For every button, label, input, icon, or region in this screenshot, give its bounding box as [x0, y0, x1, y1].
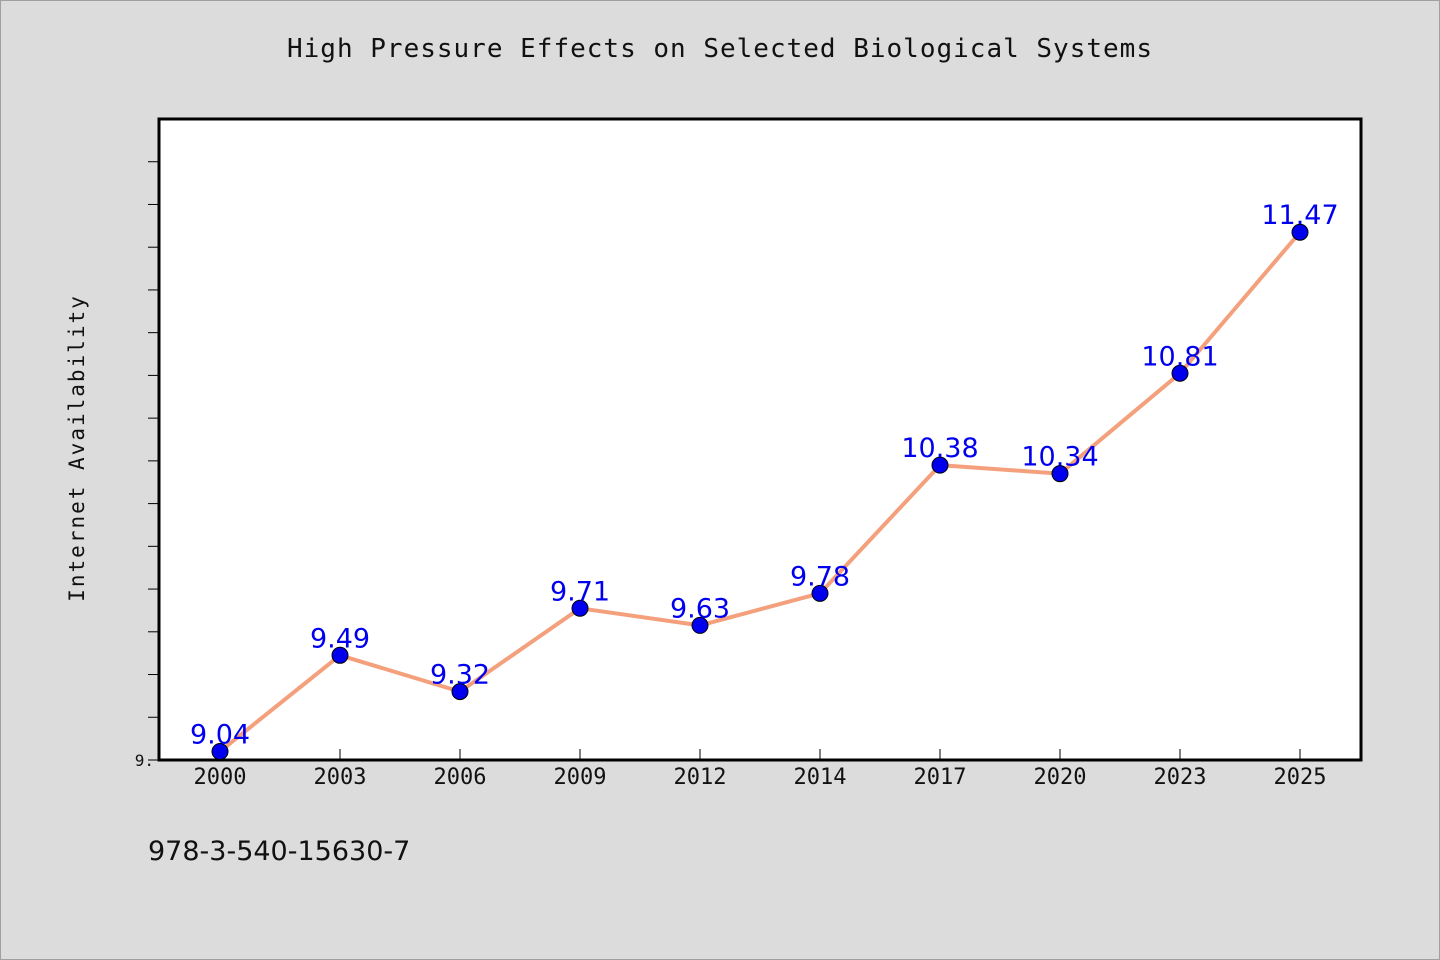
y-ticks: 9.	[135, 161, 159, 770]
data-point	[931, 456, 949, 474]
markers	[211, 223, 1309, 760]
data-label: 9.78	[790, 561, 850, 592]
x-tick-label: 2023	[1154, 765, 1207, 790]
x-tick-label: 2003	[314, 765, 367, 790]
footnote: 978-3-540-15630-7	[148, 836, 411, 867]
x-tick-label: 2014	[794, 765, 847, 790]
data-label: 9.63	[670, 593, 730, 624]
x-tick-label: 2009	[554, 765, 607, 790]
data-label: 9.71	[550, 576, 610, 607]
data-label: 10.38	[901, 433, 978, 464]
data-point	[571, 599, 589, 617]
data-label: 10.34	[1021, 442, 1098, 473]
data-point	[1171, 364, 1189, 382]
x-ticks: 2000 2003 2006 2009 2012 2014 2017 2020 2023 2025	[194, 749, 1327, 790]
data-point	[1291, 223, 1309, 241]
data-label: 9.49	[310, 623, 370, 654]
data-label: 11.47	[1261, 200, 1338, 231]
data-point	[691, 616, 709, 634]
data-point	[811, 584, 829, 602]
x-tick-label: 2006	[434, 765, 487, 790]
data-point	[331, 646, 349, 664]
x-tick-label: 2020	[1034, 765, 1087, 790]
x-tick-label: 2025	[1274, 765, 1327, 790]
data-label: 10.81	[1141, 341, 1218, 372]
data-labels: 9.04 9.49 9.32 9.71 9.63 9.78 10.38 10.34 10.81 1…	[190, 200, 1339, 750]
series-lines	[218, 230, 1302, 754]
series-line	[218, 230, 1302, 754]
x-tick-label: 2000	[194, 765, 247, 790]
y-tick-label: 9.	[135, 751, 154, 770]
data-point	[451, 683, 469, 701]
chart-title: High Pressure Effects on Selected Biolog…	[287, 34, 1153, 64]
data-label: 9.32	[430, 660, 490, 691]
x-tick-label: 2012	[674, 765, 727, 790]
plot-area	[157, 117, 1363, 762]
data-point	[211, 742, 229, 760]
data-label: 9.04	[190, 719, 250, 750]
x-tick-label: 2017	[914, 765, 967, 790]
data-point	[1051, 465, 1069, 483]
